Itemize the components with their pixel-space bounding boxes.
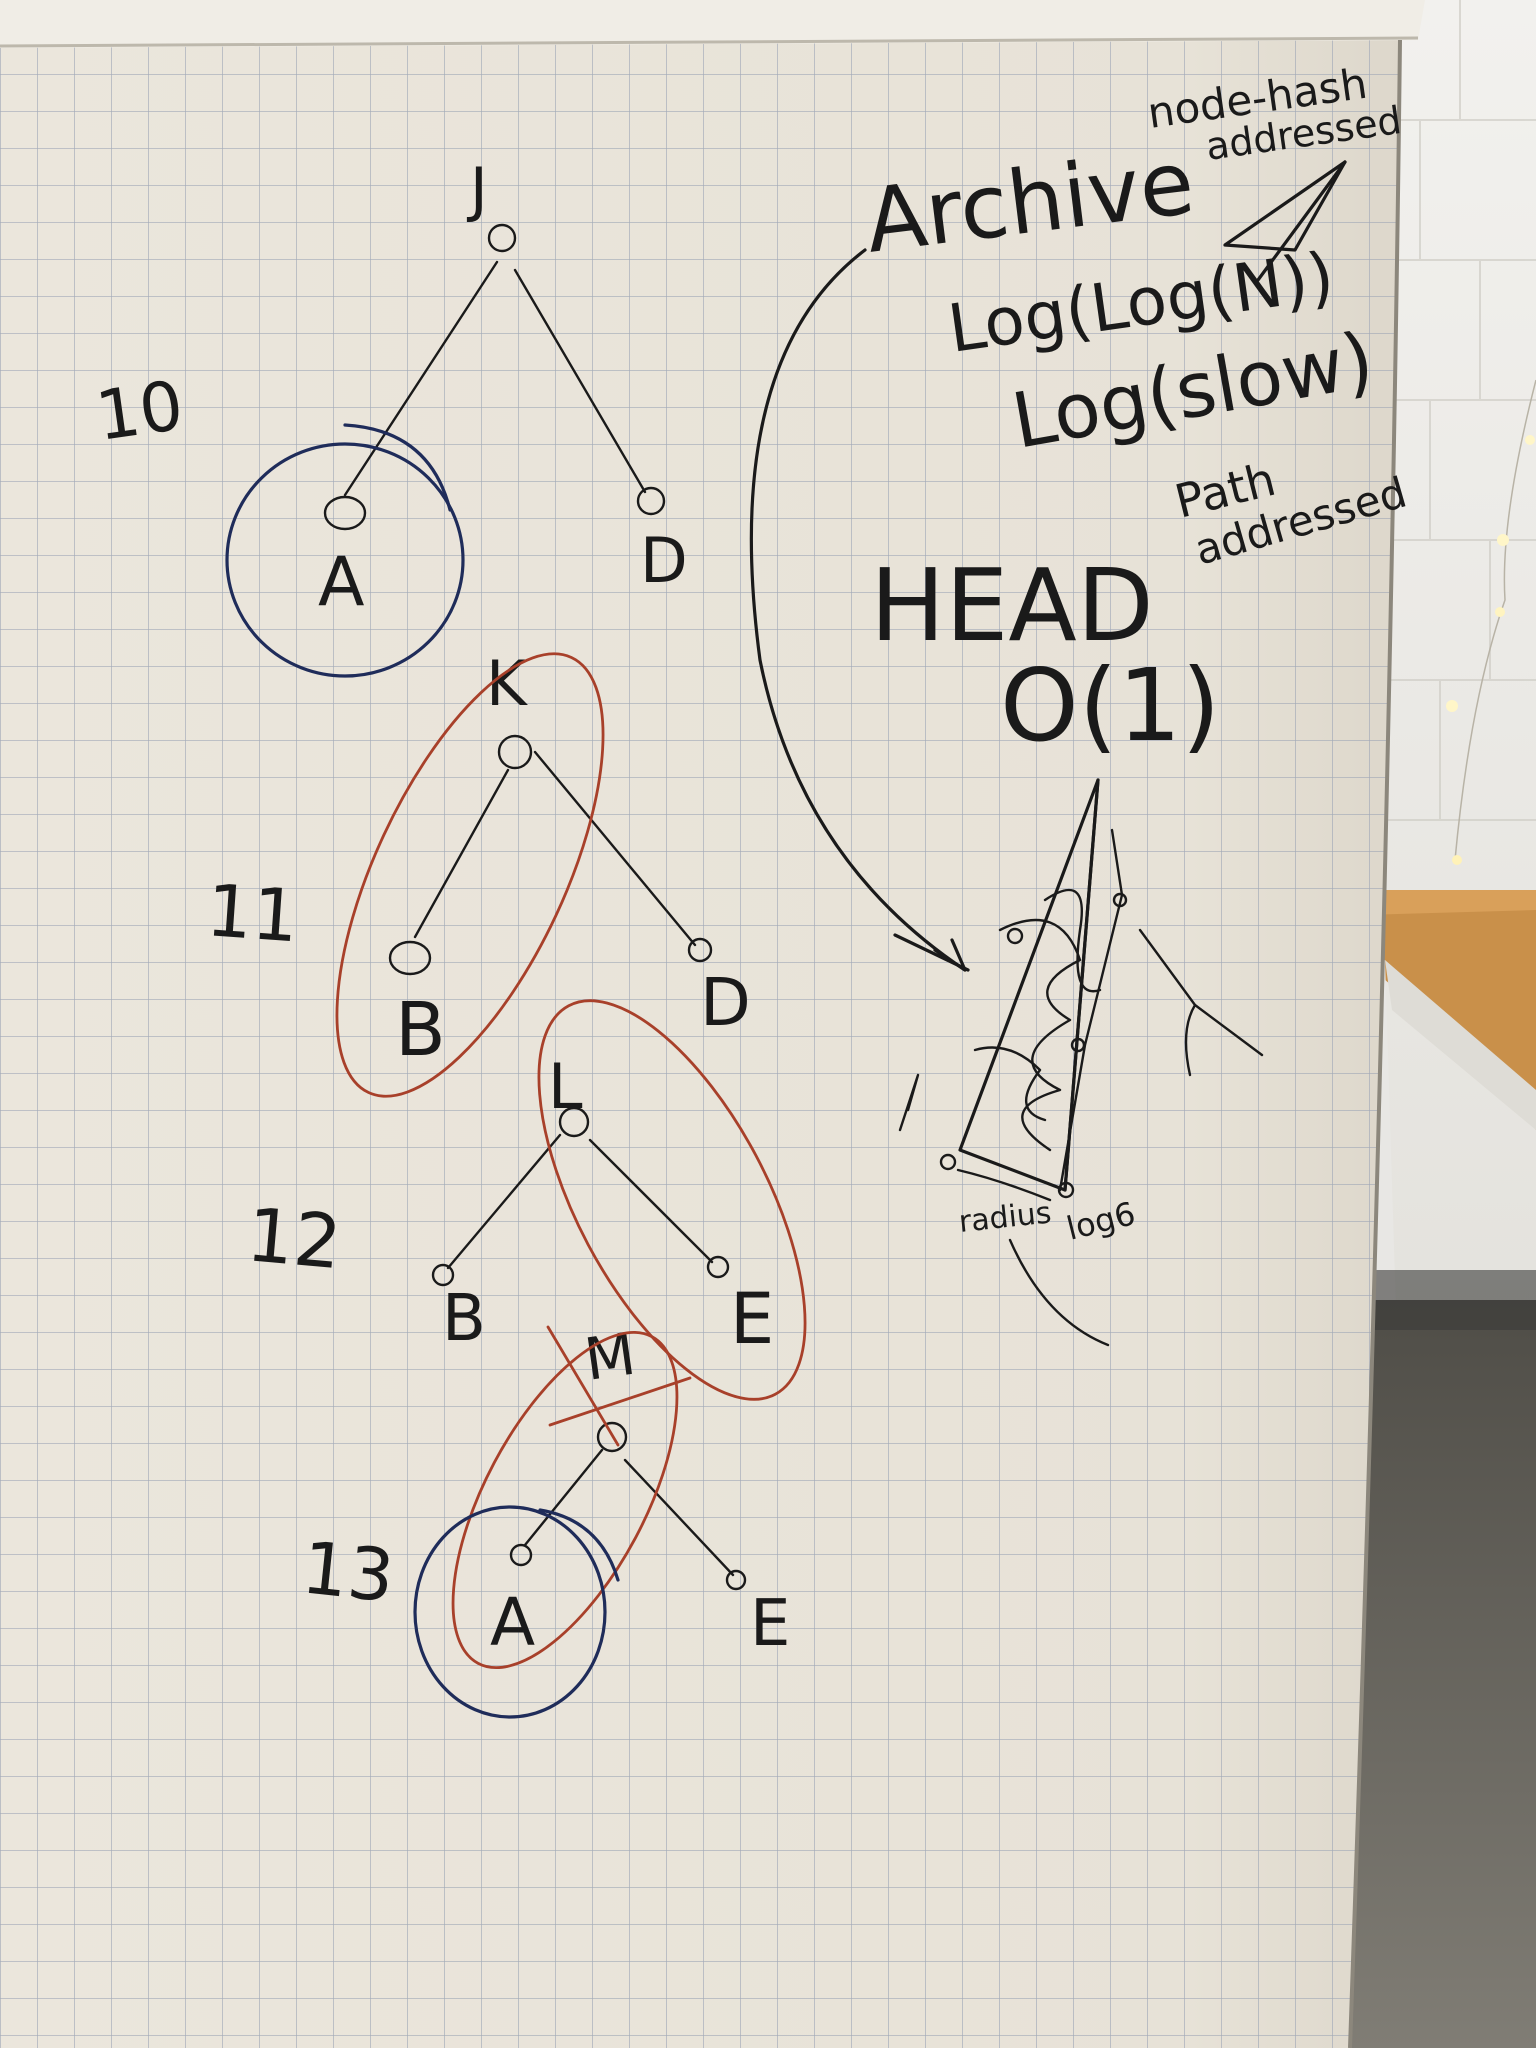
tree-12-right-node [706, 1255, 730, 1279]
tree-11-root-node [497, 734, 533, 770]
red-oval-K-B [335, 652, 605, 1098]
tree-11-left-node [388, 940, 432, 976]
tree-10-right-label: D [640, 524, 688, 597]
tree-12-right-label: E [730, 1278, 774, 1360]
paper-grid [0, 36, 1400, 2048]
brick-texture [1380, 0, 1536, 821]
note-head: HEAD [870, 547, 1154, 664]
blue-circle-A-10 [225, 442, 465, 678]
step-label-12: 12 [243, 1192, 344, 1286]
tree-step-11: 11 K B D [204, 647, 751, 1098]
triangle-sketch [898, 778, 1264, 1347]
tree-13-right-node [725, 1569, 747, 1591]
red-oval-L-E [537, 999, 807, 1401]
tree-13-root-label: M [580, 1320, 639, 1394]
tree-12-root-node [558, 1106, 590, 1138]
tree-11-right-node [687, 937, 713, 963]
tree-12-left-node [431, 1263, 455, 1287]
tree-10-left-label: A [318, 543, 365, 622]
tree-10-right-node [636, 486, 666, 516]
paper-top-roll [0, 0, 1425, 48]
step-label-10: 10 [91, 367, 188, 457]
tree-step-12: 12 L B E [243, 999, 807, 1401]
red-oval-M-A [451, 1330, 679, 1670]
tree-13-left-node [509, 1543, 533, 1567]
tree-step-13: 13 M A E [298, 1320, 790, 1719]
tree-10-root-node [487, 223, 517, 253]
archive-arrow [749, 248, 967, 972]
tree-10-root-label: J [466, 155, 488, 225]
tree-11-right-label: D [700, 964, 751, 1041]
note-big-o: O(1) [1000, 647, 1220, 764]
step-label-11: 11 [204, 868, 301, 958]
fairy-lights [1446, 379, 1536, 865]
tree-13-root-node [596, 1421, 628, 1453]
blue-circle-A-13 [413, 1505, 607, 1719]
tree-13-right-label: E [750, 1587, 790, 1661]
tree-12-left-label: B [442, 1282, 486, 1356]
tree-step-10: 10 J A D [91, 155, 688, 678]
tree-11-left-label: B [395, 987, 446, 1073]
tree-13-left-label: A [490, 1584, 535, 1661]
step-label-13: 13 [298, 1525, 398, 1618]
tree-10-left-node [323, 495, 367, 531]
